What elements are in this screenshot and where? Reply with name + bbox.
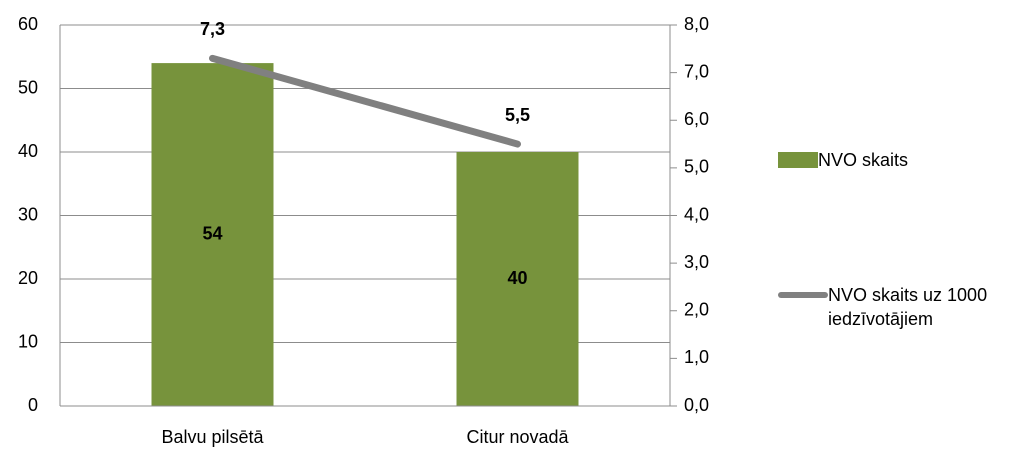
legend-line: NVO skaits uz 1000 iedzīvotājiem: [778, 283, 1028, 331]
y2-tick-label: 2,0: [684, 300, 709, 320]
y-tick-label: 20: [18, 268, 38, 288]
y-tick-label: 30: [18, 204, 38, 224]
legend-label: NVO skaits uz 1000 iedzīvotājiem: [828, 285, 988, 329]
bar: [151, 63, 274, 406]
y-tick-label: 50: [18, 77, 38, 97]
y2-tick-label: 5,0: [684, 157, 709, 177]
y2-tick-label: 3,0: [684, 252, 709, 272]
y-tick-label: 10: [18, 331, 38, 351]
y-tick-label: 40: [18, 141, 38, 161]
bar: [456, 152, 579, 406]
y2-tick-label: 4,0: [684, 204, 709, 224]
y2-tick-label: 0,0: [684, 395, 709, 415]
legend-label: NVO skaits: [818, 150, 909, 170]
y2-tick-label: 6,0: [684, 109, 709, 129]
y2-tick-label: 8,0: [684, 14, 709, 34]
x-tick-label: Balvu pilsētā: [161, 427, 264, 447]
legend-bar: NVO skaits: [778, 148, 1018, 172]
line: [209, 54, 521, 148]
legend-swatch: [778, 152, 818, 168]
y-tick-label: 60: [18, 14, 38, 34]
data-label: 7,3: [200, 19, 225, 39]
y2-tick-label: 1,0: [684, 347, 709, 367]
legend-swatch: [778, 292, 828, 298]
data-label: 54: [202, 223, 222, 243]
x-tick-label: Citur novadā: [466, 427, 569, 447]
y-tick-label: 0: [28, 395, 38, 415]
y2-tick-label: 7,0: [684, 61, 709, 81]
data-label: 40: [507, 268, 527, 288]
data-label: 5,5: [505, 105, 530, 125]
